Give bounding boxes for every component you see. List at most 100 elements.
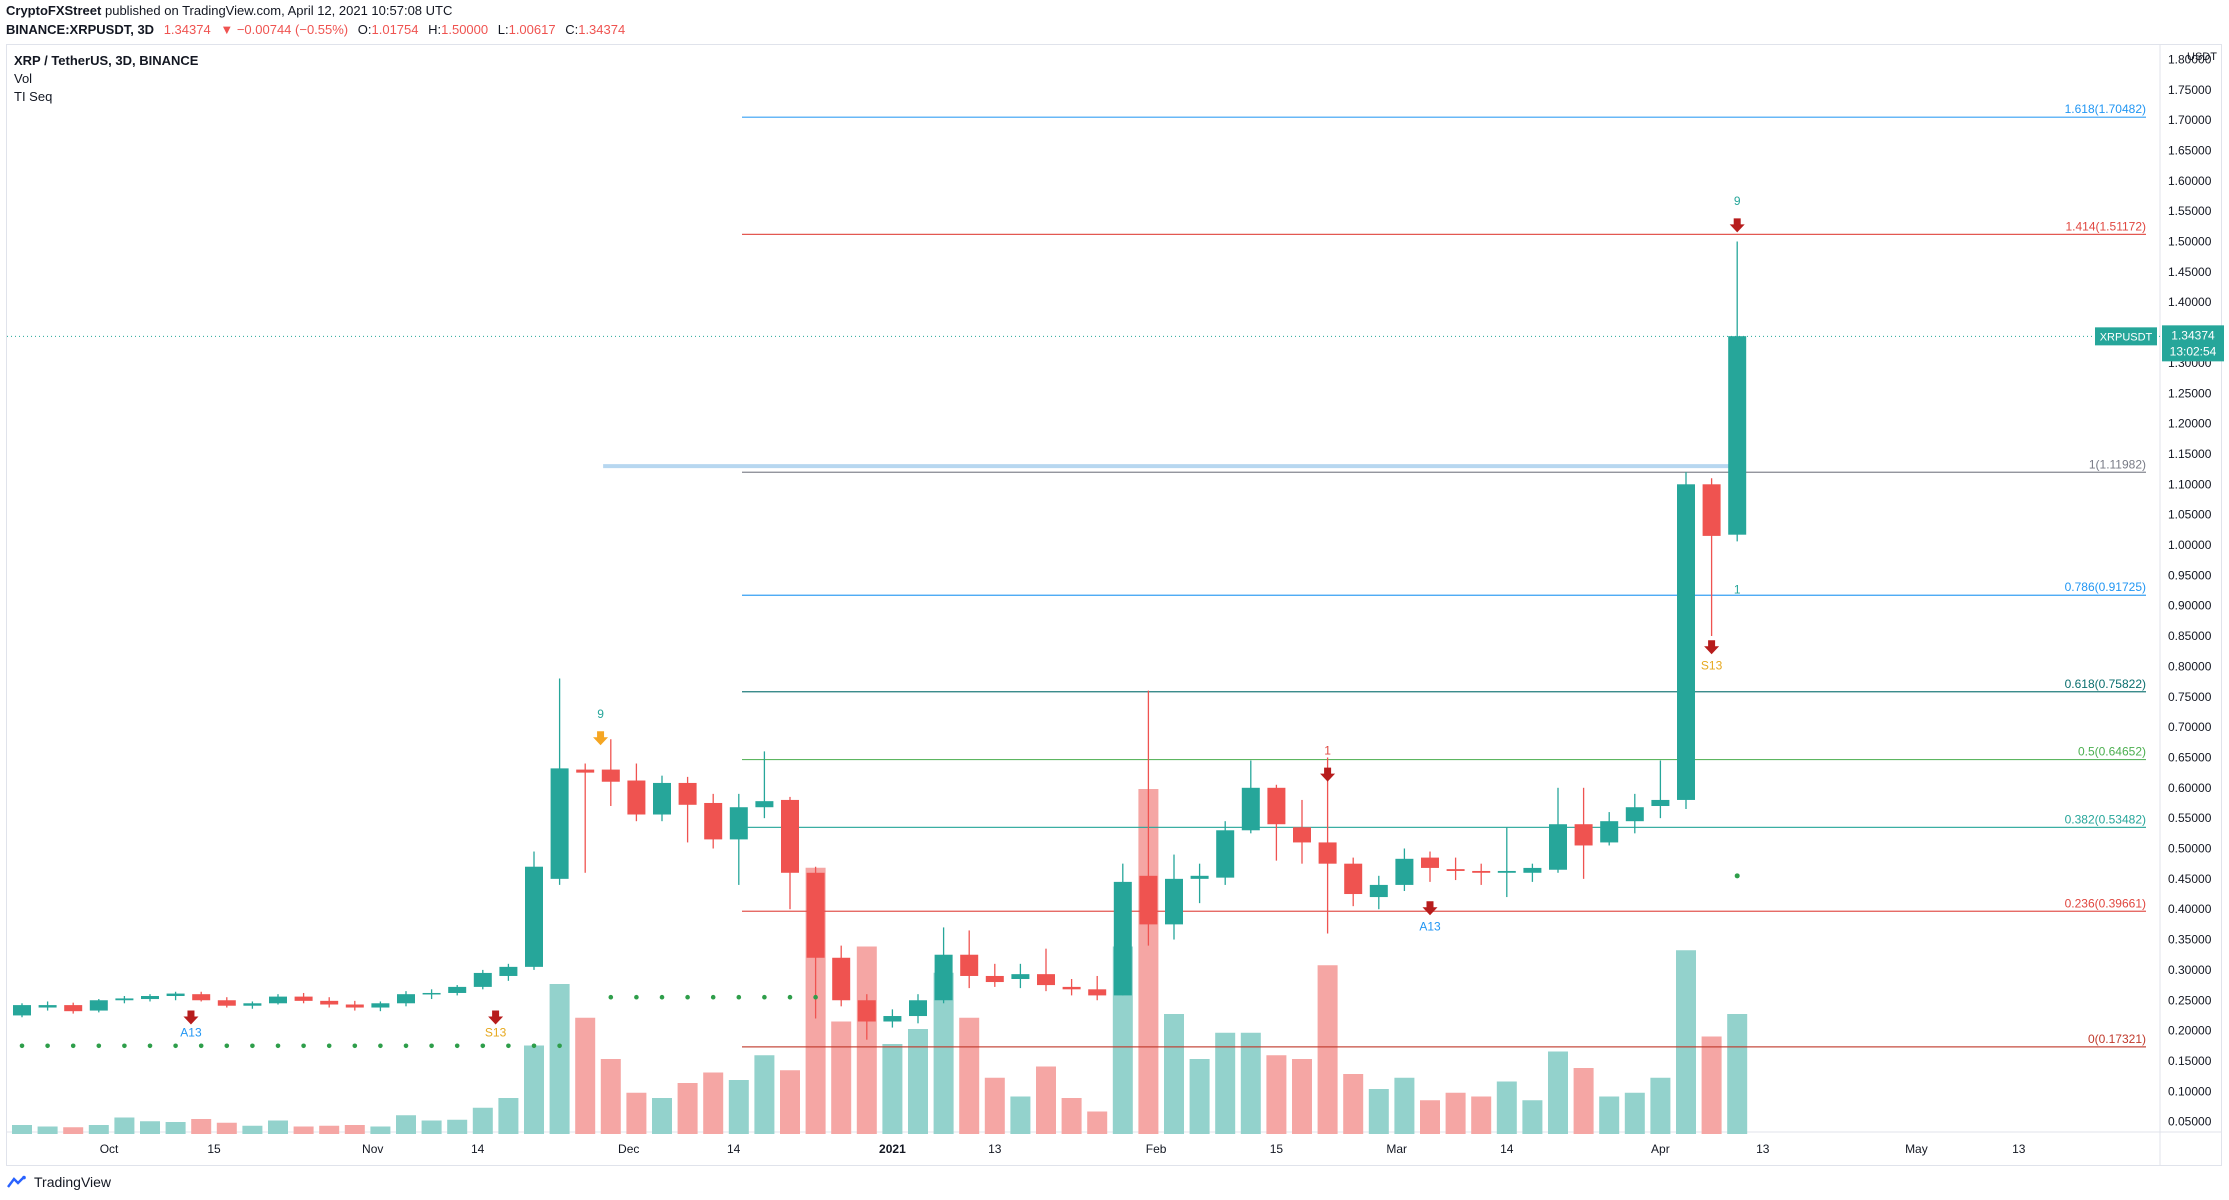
candle-body[interactable] bbox=[89, 1000, 108, 1011]
td-dot bbox=[352, 1043, 358, 1049]
candle-body[interactable] bbox=[1549, 824, 1567, 870]
candle-body[interactable] bbox=[1421, 857, 1439, 868]
candle-body[interactable] bbox=[115, 998, 134, 1001]
candle-body[interactable] bbox=[1318, 842, 1337, 864]
footer-branding[interactable]: TradingView bbox=[6, 1174, 111, 1190]
candle-body[interactable] bbox=[704, 802, 723, 840]
candle-body[interactable] bbox=[1728, 336, 1747, 535]
candle-body[interactable] bbox=[217, 1000, 236, 1006]
price-axis-tick: 1.60000 bbox=[2168, 174, 2212, 188]
candle-body[interactable] bbox=[1677, 484, 1695, 800]
candle-body[interactable] bbox=[1600, 821, 1619, 843]
candle-body[interactable] bbox=[1190, 875, 1209, 879]
candle-body[interactable] bbox=[269, 996, 287, 1004]
close-label: C: bbox=[565, 22, 579, 37]
td-marker-label: 1 bbox=[1734, 583, 1741, 597]
candle-body[interactable] bbox=[1651, 799, 1670, 807]
price-axis-tick: 1.10000 bbox=[2168, 477, 2212, 491]
candle-body[interactable] bbox=[832, 957, 851, 1001]
candle-body[interactable] bbox=[909, 1000, 927, 1017]
candle-body[interactable] bbox=[397, 994, 415, 1004]
last-price: 1.34374 bbox=[163, 22, 211, 37]
candle-body[interactable] bbox=[1011, 974, 1030, 980]
candle-body[interactable] bbox=[320, 1000, 339, 1005]
time-axis-tick: 2021 bbox=[879, 1142, 906, 1156]
candle-body[interactable] bbox=[1037, 974, 1055, 986]
candle-body[interactable] bbox=[1216, 830, 1235, 878]
candle-body[interactable] bbox=[64, 1005, 83, 1012]
candle-body[interactable] bbox=[1267, 787, 1286, 825]
td-marker-label: A13 bbox=[180, 1026, 202, 1040]
candle-body[interactable] bbox=[601, 769, 620, 782]
candle-body[interactable] bbox=[1702, 484, 1721, 536]
candle-body[interactable] bbox=[371, 1003, 390, 1008]
candle-body[interactable] bbox=[294, 996, 313, 1001]
candle-body[interactable] bbox=[1574, 824, 1593, 846]
candle-body[interactable] bbox=[525, 866, 543, 967]
candle-body[interactable] bbox=[422, 992, 441, 995]
price-axis-tick: 0.05000 bbox=[2168, 1115, 2212, 1129]
candle-body[interactable] bbox=[1165, 878, 1183, 925]
volume-bar bbox=[1087, 1111, 1108, 1134]
candle-body[interactable] bbox=[627, 780, 646, 815]
candle-body[interactable] bbox=[1472, 870, 1491, 873]
candle-body[interactable] bbox=[1369, 884, 1388, 898]
time-axis-tick: 13 bbox=[1756, 1142, 1770, 1156]
candle-body[interactable] bbox=[653, 782, 671, 815]
candle-body[interactable] bbox=[678, 782, 697, 805]
last-price-box[interactable] bbox=[2162, 325, 2224, 362]
candle-body[interactable] bbox=[1395, 858, 1414, 885]
candle-body[interactable] bbox=[38, 1005, 57, 1008]
price-axis-tick: 0.80000 bbox=[2168, 659, 2212, 673]
candle-body[interactable] bbox=[550, 768, 569, 879]
candle-body[interactable] bbox=[755, 801, 774, 808]
candle-body[interactable] bbox=[729, 807, 748, 840]
chart-frame[interactable] bbox=[6, 44, 2222, 1166]
candle-body[interactable] bbox=[1241, 787, 1260, 831]
candle-body[interactable] bbox=[1344, 863, 1363, 895]
candle-body[interactable] bbox=[576, 769, 595, 773]
volume-bar bbox=[652, 1098, 672, 1134]
candle-body[interactable] bbox=[1497, 870, 1516, 873]
td-dot bbox=[224, 1043, 230, 1049]
legend-title[interactable]: XRP / TetherUS, 3D, BINANCE bbox=[14, 53, 199, 68]
td-dot bbox=[813, 994, 818, 1000]
td-arrow-icon bbox=[183, 1010, 199, 1025]
price-axis-tick: 0.65000 bbox=[2168, 750, 2212, 764]
candle-body[interactable] bbox=[1088, 989, 1107, 996]
candle-body[interactable] bbox=[13, 1005, 31, 1016]
candle-body[interactable] bbox=[781, 799, 799, 873]
candle-body[interactable] bbox=[1062, 986, 1081, 990]
candle-body[interactable] bbox=[192, 994, 211, 1001]
candle-body[interactable] bbox=[1293, 827, 1311, 843]
candle-body[interactable] bbox=[934, 954, 953, 1001]
td-dot bbox=[429, 1043, 434, 1049]
candle-body[interactable] bbox=[806, 872, 825, 958]
legend-td-sequential[interactable]: TI Seq bbox=[14, 89, 53, 104]
candle-body[interactable] bbox=[883, 1016, 902, 1022]
volume-bar bbox=[780, 1070, 800, 1134]
volume-bar bbox=[1471, 1096, 1492, 1134]
candle-body[interactable] bbox=[166, 993, 185, 997]
candle-body[interactable] bbox=[243, 1003, 262, 1006]
candle-body[interactable] bbox=[1113, 881, 1132, 996]
candle-body[interactable] bbox=[985, 975, 1004, 983]
volume-bar bbox=[1036, 1066, 1056, 1134]
legend-volume[interactable]: Vol bbox=[14, 71, 33, 86]
candle-body[interactable] bbox=[1446, 869, 1465, 871]
td-dot bbox=[45, 1043, 50, 1049]
candle-body[interactable] bbox=[141, 996, 159, 1000]
time-axis-tick: 14 bbox=[1500, 1142, 1514, 1156]
candle-body[interactable] bbox=[960, 954, 979, 976]
candle-body[interactable] bbox=[1139, 875, 1158, 925]
candle-body[interactable] bbox=[1523, 867, 1542, 873]
volume-bar bbox=[831, 1021, 852, 1134]
candle-body[interactable] bbox=[345, 1004, 364, 1008]
candle-body[interactable] bbox=[499, 966, 518, 976]
candle-body[interactable] bbox=[857, 1000, 876, 1022]
candle-body[interactable] bbox=[448, 986, 467, 993]
price-axis-tick: 1.20000 bbox=[2168, 417, 2212, 431]
candle-body[interactable] bbox=[473, 972, 492, 987]
candle-body[interactable] bbox=[1625, 807, 1644, 822]
